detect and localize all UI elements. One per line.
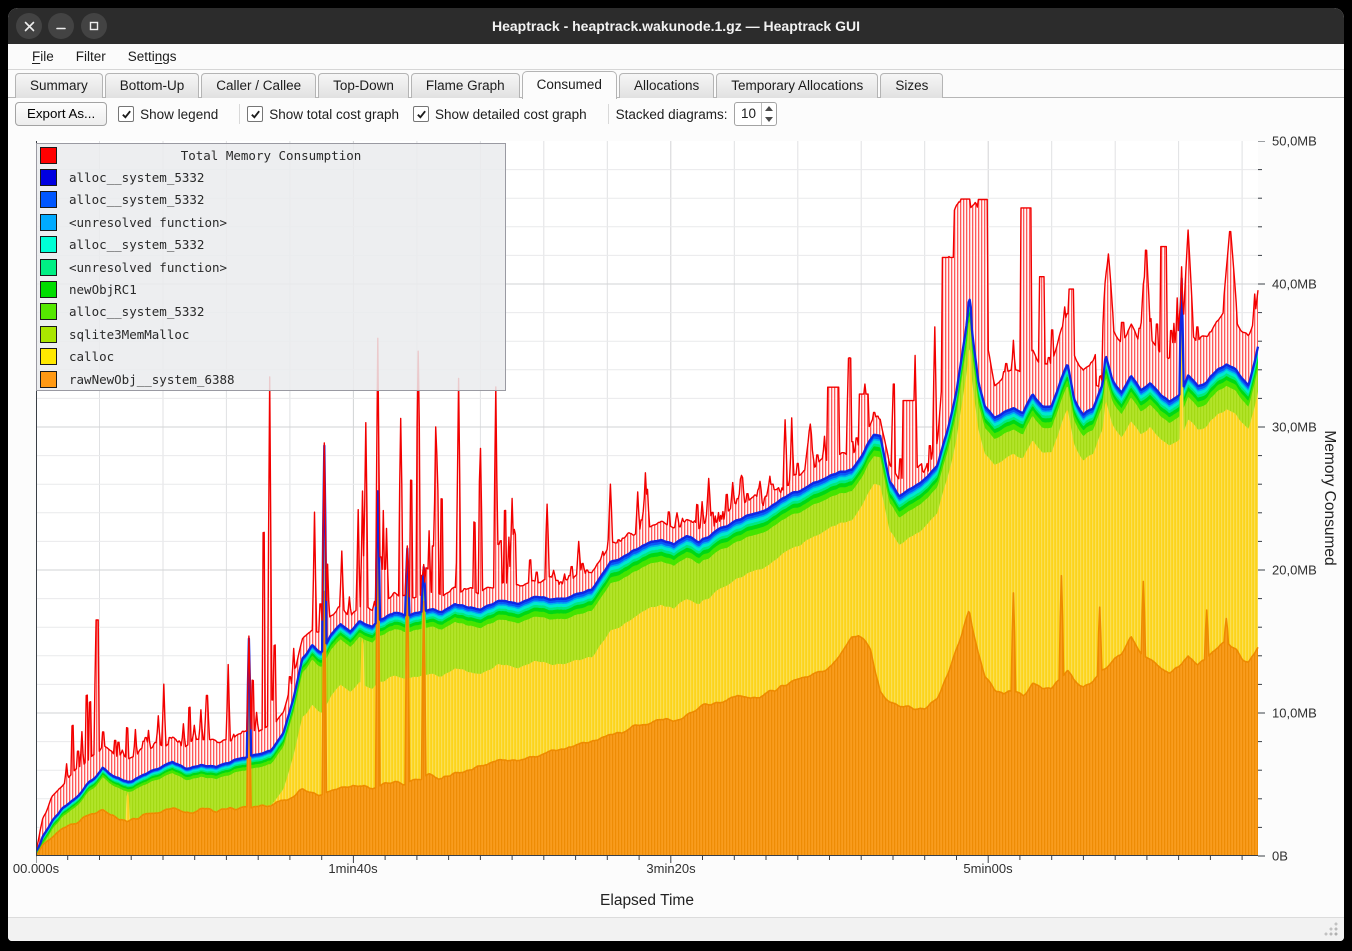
arrow-up-icon <box>765 106 774 111</box>
y-tick-label: 30,0MB <box>1272 419 1317 435</box>
legend-item: newObjRC1 <box>37 278 505 300</box>
checkbox-checked-icon <box>413 106 430 122</box>
y-tick-label: 0B <box>1272 848 1288 864</box>
arrow-down-icon <box>765 117 774 122</box>
x-axis-title: Elapsed Time <box>600 892 694 909</box>
legend-swatch <box>40 169 57 187</box>
chart-region: 00.000s 1min40s 3min20s 5min00s 0B 10,0MB 20,… <box>8 130 1344 917</box>
title-bar: Heaptrack - heaptrack.wakunode.1.gz — He… <box>8 8 1344 44</box>
legend-item: sqlite3MemMalloc <box>37 323 505 345</box>
toolbar: Export As... Show legend Show total cost… <box>8 98 1344 130</box>
show-legend-checkbox[interactable]: Show legend <box>118 106 218 122</box>
x-tick-label: 00.000s <box>12 861 60 876</box>
legend-swatch-total <box>40 146 57 164</box>
spinner-up-button[interactable] <box>762 103 776 114</box>
stacked-diagrams-spinner: 10 <box>734 102 778 126</box>
maximize-button[interactable] <box>81 13 107 39</box>
tab-summary[interactable]: Summary <box>15 73 103 98</box>
legend-swatch <box>40 213 57 231</box>
legend-swatch <box>40 325 57 343</box>
x-tick-label: 1min40s <box>328 861 378 876</box>
y-axis-title: Memory Consumed <box>1321 430 1338 566</box>
y-tick-label: 40,0MB <box>1272 276 1317 292</box>
legend-swatch <box>40 236 57 254</box>
legend-swatch <box>40 281 57 299</box>
legend-item: alloc__system_5332 <box>37 166 505 188</box>
tab-flame-graph[interactable]: Flame Graph <box>410 73 520 98</box>
legend-title-row: Total Memory Consumption <box>37 144 505 166</box>
legend-item: <unresolved function> <box>37 256 505 278</box>
legend-swatch <box>40 370 57 388</box>
chart-plot-area <box>35 140 1296 904</box>
close-button[interactable] <box>16 13 42 39</box>
tab-bar: Summary Bottom-Up Caller / Callee Top-Do… <box>8 71 1344 99</box>
tab-consumed[interactable]: Consumed <box>521 71 617 99</box>
resize-grip-icon[interactable] <box>1324 922 1338 936</box>
legend-item: calloc <box>37 346 505 368</box>
tab-allocations[interactable]: Allocations <box>618 73 715 98</box>
chart-legend: Total Memory Consumption alloc__system_5… <box>36 143 506 392</box>
legend-item: <unresolved function> <box>37 211 505 233</box>
legend-item: alloc__system_5332 <box>37 301 505 323</box>
toolbar-separator <box>607 104 609 124</box>
menu-file[interactable]: File <box>32 49 54 64</box>
minimize-icon <box>56 27 66 30</box>
toolbar-separator <box>239 104 241 124</box>
y-tick-label: 20,0MB <box>1272 562 1317 578</box>
export-as-button[interactable]: Export As... <box>15 102 108 126</box>
show-total-cost-checkbox[interactable]: Show total cost graph <box>247 106 399 122</box>
legend-item: alloc__system_5332 <box>37 234 505 256</box>
tab-caller-callee[interactable]: Caller / Callee <box>201 73 317 98</box>
memory-consumption-chart: 00.000s 1min40s 3min20s 5min00s 0B 10,0MB 20,… <box>13 134 1338 910</box>
menu-bar: File Filter Settings <box>8 44 1344 70</box>
stacked-diagrams-label: Stacked diagrams: <box>615 106 728 122</box>
status-bar <box>8 917 1344 941</box>
legend-swatch <box>40 348 57 366</box>
menu-settings[interactable]: Settings <box>127 49 177 64</box>
legend-title: Total Memory Consumption <box>180 147 362 163</box>
app-window: Heaptrack - heaptrack.wakunode.1.gz — He… <box>8 8 1344 941</box>
y-tick-label: 10,0MB <box>1272 705 1317 721</box>
close-icon <box>24 21 34 31</box>
y-tick-label: 50,0MB <box>1272 133 1317 149</box>
tab-sizes[interactable]: Sizes <box>880 73 944 98</box>
checkbox-checked-icon <box>118 106 135 122</box>
tab-bottom-up[interactable]: Bottom-Up <box>104 73 200 98</box>
x-tick-label: 5min00s <box>963 861 1013 876</box>
x-tick-label: 3min20s <box>646 861 696 876</box>
legend-item: rawNewObj__system_6388 <box>37 368 505 390</box>
legend-swatch <box>40 303 57 321</box>
spinner-down-button[interactable] <box>762 114 776 125</box>
minimize-button[interactable] <box>48 13 74 39</box>
checkbox-checked-icon <box>247 106 264 122</box>
stacked-diagrams-value[interactable]: 10 <box>740 106 756 121</box>
legend-item: alloc__system_5332 <box>37 189 505 211</box>
tab-temporary-allocations[interactable]: Temporary Allocations <box>716 73 879 98</box>
menu-filter[interactable]: Filter <box>75 49 106 64</box>
legend-swatch <box>40 191 57 209</box>
tab-top-down[interactable]: Top-Down <box>318 73 409 98</box>
maximize-icon <box>89 21 99 31</box>
show-detailed-cost-checkbox[interactable]: Show detailed cost graph <box>413 106 587 122</box>
window-title: Heaptrack - heaptrack.wakunode.1.gz — He… <box>491 18 860 34</box>
legend-swatch <box>40 258 57 276</box>
